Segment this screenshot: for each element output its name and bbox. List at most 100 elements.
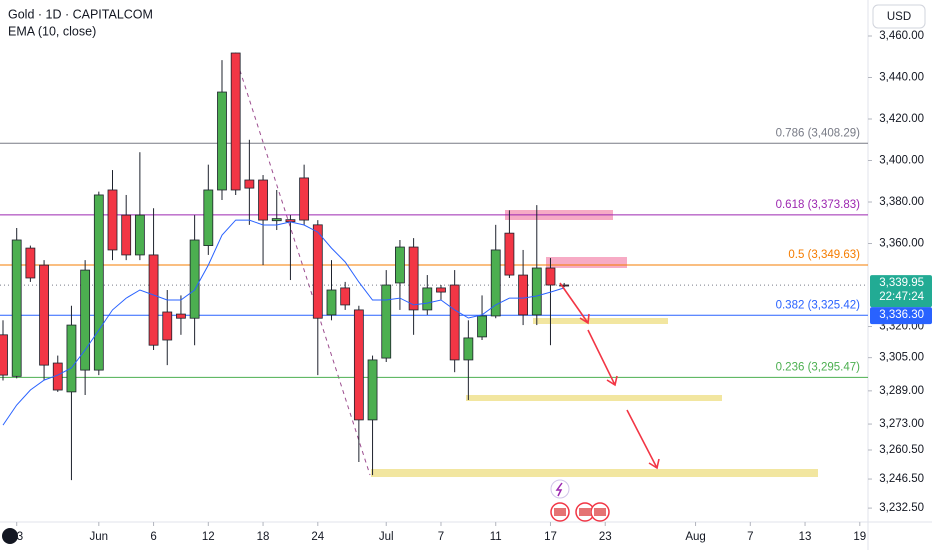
y-tick-label: 3,440.00 (879, 72, 924, 84)
y-tick-label: 3,360.00 (879, 238, 924, 250)
candle-body (39, 264, 49, 366)
x-tick-label: 18 (257, 531, 270, 543)
x-tick-label: 19 (853, 531, 866, 543)
arrows (559, 282, 660, 470)
event-icons (550, 479, 610, 522)
y-tick-label: 3,305.00 (879, 352, 924, 364)
candle-body (0, 334, 8, 376)
candle-body (203, 189, 214, 246)
candle-body (107, 189, 118, 251)
y-tick-label: 3,380.00 (879, 196, 924, 208)
x-tick-label: 24 (311, 531, 324, 543)
trend-line (234, 54, 371, 476)
x-tick-label: 7 (438, 531, 444, 543)
candle-body (353, 309, 364, 421)
zone (466, 395, 722, 401)
event-icon[interactable] (550, 479, 570, 499)
candle-body (80, 269, 91, 371)
candle-body (25, 247, 36, 279)
y-tick-label: 3,400.00 (879, 155, 924, 167)
fib-label: 0.382 (3,325.42) (776, 299, 861, 311)
candle-body (340, 287, 351, 306)
candle-body (381, 284, 392, 359)
zone (546, 257, 627, 268)
candle-body (189, 239, 200, 319)
candle-body (162, 311, 173, 341)
ema-tag-label: 3,336.30 (879, 309, 924, 321)
last-price-label: 3,339.95 (879, 277, 924, 289)
x-tick-label: 17 (544, 531, 557, 543)
x-tick-label: 11 (490, 531, 502, 543)
fib-label: 0.786 (3,408.29) (776, 127, 861, 139)
candle-body (408, 246, 419, 311)
candle-body (176, 313, 186, 319)
y-tick-label: 3,420.00 (879, 113, 924, 125)
event-icon (555, 482, 563, 497)
arrow (626, 409, 660, 470)
x-tick-label: 7 (747, 531, 753, 543)
y-tick-label: 3,232.50 (879, 502, 924, 514)
fib-label: 0.236 (3,295.47) (776, 361, 861, 373)
candle-body (395, 246, 405, 284)
candle-body (299, 177, 310, 221)
candle-body (258, 179, 268, 221)
candle-body (11, 239, 22, 377)
arrow (587, 329, 618, 387)
currency-button[interactable] (872, 4, 926, 29)
candle-body (271, 218, 282, 222)
x-tick-label: Jul (379, 531, 394, 543)
candle-body (367, 359, 378, 421)
y-tick-label: 3,460.00 (879, 30, 924, 42)
ema-line (2, 219, 565, 426)
zone (533, 318, 668, 324)
candle-body (545, 267, 556, 286)
indicator-name: EMA (10, close) (8, 24, 96, 38)
candle-body (504, 232, 515, 276)
x-tick-label: Aug (685, 531, 705, 543)
candle-body (312, 224, 323, 319)
x-tick-label: 13 (799, 531, 812, 543)
x-tick-label: 6 (150, 531, 156, 543)
marks: 3,460.00 3,440.00 3,420.00 3,400.00 3,380.00… (0, 30, 932, 543)
last-price-tag (870, 275, 932, 308)
fib-label: 0.618 (3,373.83) (776, 199, 861, 211)
candle-body (326, 289, 337, 316)
candle-body (121, 214, 132, 256)
flag (554, 508, 566, 516)
candle-body (244, 179, 255, 189)
candle-body (148, 254, 159, 346)
candle-body (422, 287, 433, 311)
chart-title: Gold · 1D · CAPITALCOM (8, 7, 153, 21)
candle-body (477, 315, 487, 338)
x-tick-label: 12 (202, 531, 215, 543)
candle-body (449, 284, 460, 361)
flag (594, 508, 606, 516)
y-tick-label: 3,260.50 (879, 444, 924, 456)
candle-body (436, 287, 446, 293)
candle-body (93, 194, 104, 371)
flag (579, 508, 591, 516)
candle-body (463, 337, 474, 361)
candle-body (134, 214, 145, 256)
candle-body (230, 52, 241, 191)
candle-body (531, 267, 542, 316)
arrow (559, 282, 590, 325)
currency: USD (887, 11, 911, 23)
logo[interactable] (2, 528, 18, 544)
countdown: 22:47:24 (879, 291, 924, 303)
candle-body (217, 91, 227, 191)
x-tick-label: 23 (599, 531, 612, 543)
zone (371, 469, 818, 477)
candle-body (518, 274, 528, 316)
ema-tag (870, 307, 932, 325)
y-tick-label: 3,289.00 (879, 385, 924, 397)
candle-body (490, 249, 501, 317)
y-tick-label: 3,246.50 (879, 473, 924, 485)
fib-label: 0.5 (3,349.63) (788, 249, 860, 261)
candle-body (66, 324, 77, 393)
candle-body (559, 284, 570, 287)
y-tick-label: 3,273.00 (879, 418, 924, 430)
